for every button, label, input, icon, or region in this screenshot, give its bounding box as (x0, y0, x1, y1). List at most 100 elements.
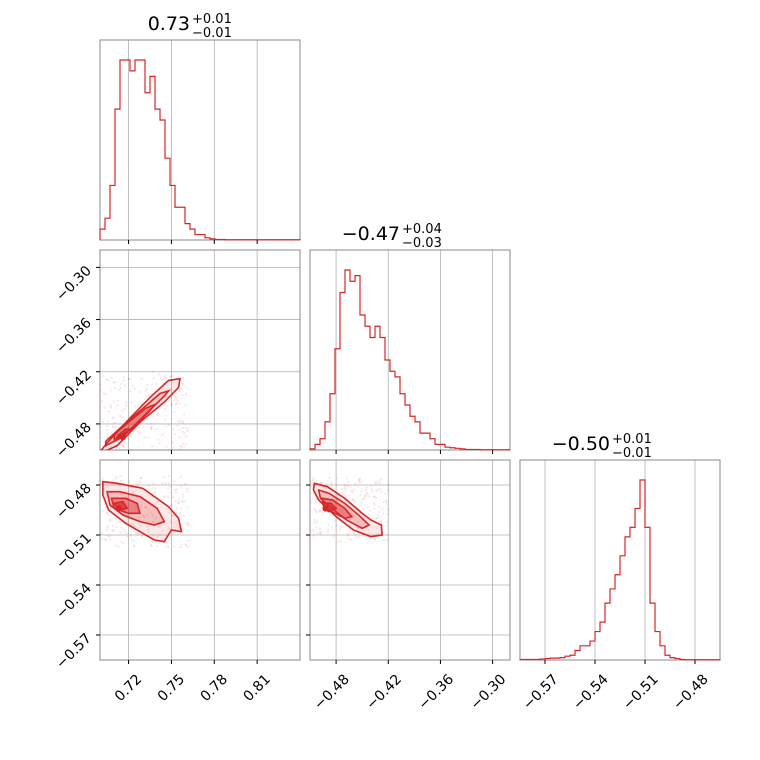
scatter-panel-0-2-sample (120, 541, 123, 544)
scatter-panel-1-2-sample (339, 525, 343, 528)
scatter-panel-1-2-sample (345, 511, 348, 514)
scatter-panel-1-2-sample (341, 508, 344, 511)
scatter-panel-0-2-sample (183, 500, 186, 503)
scatter-panel-0-1-sample (102, 449, 104, 450)
scatter-panel-1-2-sample (326, 530, 330, 534)
scatter-panel-0-1-sample (106, 435, 109, 438)
scatter-panel-0-2-sample (182, 514, 185, 517)
scatter-panel-0-1-sample (122, 445, 125, 448)
scatter-panel-0-1-sample (180, 446, 183, 449)
scatter-panel-1-2-sample (365, 488, 368, 491)
scatter-panel-0-1-sample (143, 436, 147, 439)
scatter-panel-0-1-sample (138, 431, 141, 435)
scatter-panel-0-2-sample (138, 516, 141, 520)
scatter-panel-0-2-sample (156, 535, 159, 539)
scatter-panel-1-2-sample (333, 519, 336, 522)
scatter-panel-0-2-sample (151, 514, 154, 517)
scatter-panel-0-1-sample (126, 454, 128, 456)
title-param-2: −0.50 +0.01−0.01 (552, 432, 652, 461)
scatter-panel-0-1-sample (152, 415, 155, 418)
scatter-panel-0-1-sample (100, 440, 101, 443)
scatter-panel-0-1-sample (147, 436, 150, 439)
scatter-panel-1-2-sample (319, 527, 322, 530)
scatter-panel-0-1-sample (109, 406, 113, 409)
scatter-panel-1-2-sample (363, 497, 366, 500)
scatter-panel-1-2-sample (382, 512, 385, 515)
scatter-panel-1-2-sample (375, 489, 378, 492)
scatter-panel-1-2-sample (338, 508, 341, 511)
scatter-panel-0-2-sample (142, 515, 145, 518)
histogram-step-param-1 (309, 269, 511, 451)
scatter-panel-1-2-sample (356, 485, 360, 488)
scatter-panel-0-2-sample (109, 534, 112, 537)
scatter-panel-0-2-sample (146, 513, 149, 516)
scatter-panel-0-2-sample (100, 482, 102, 485)
scatter-panel-0-1-contour-2 (113, 403, 157, 441)
scatter-panel-0-2-sample (125, 532, 128, 535)
scatter-panel-0-1-sample (157, 438, 160, 441)
scatter-panel-0-1-sample (177, 420, 180, 423)
scatter-panel-0-1-sample (150, 422, 153, 426)
scatter-panel-0-2-sample (119, 474, 122, 478)
scatter-panel-0-1-sample (174, 451, 176, 453)
scatter-panel-1-2-frame (309, 459, 511, 661)
scatter-panel-0-1-sample (181, 426, 185, 429)
scatter-panel-0-2-sample (119, 485, 122, 488)
scatter-panel-1-2-sample (363, 494, 367, 497)
scatter-panel-0-2-sample (154, 516, 158, 519)
scatter-panel-0-2-sample (108, 519, 111, 522)
scatter-panel-0-2-sample (139, 524, 142, 528)
scatter-panel-0-2-sample (170, 514, 174, 517)
scatter-panel-0-2-sample (171, 532, 175, 535)
scatter-panel-0-1-content (100, 370, 190, 459)
scatter-panel-0-1-contour-3 (116, 428, 135, 442)
scatter-panel-1-2-sample (345, 477, 348, 480)
scatter-panel-0-2-sample (185, 482, 188, 486)
scatter-panel-1-2-sample (364, 516, 367, 520)
scatter-panel-1-2-sample (350, 489, 353, 492)
scatter-panel-1-2-sample (320, 509, 323, 512)
scatter-panel-0-2-sample (181, 493, 185, 496)
scatter-panel-0-1-sample (113, 455, 115, 457)
scatter-panel-0-2-sample (104, 538, 107, 541)
scatter-panel-0-1-sample (116, 404, 119, 407)
scatter-panel-0-1-sample (100, 400, 103, 403)
scatter-panel-1-2-sample (347, 508, 350, 511)
scatter-panel-0-1-sample (148, 452, 150, 454)
scatter-panel-1-2-sample (313, 500, 316, 503)
scatter-panel-1-2-sample (310, 501, 312, 504)
scatter-panel-0-1-sample (147, 394, 151, 397)
scatter-panel-0-1-sample (179, 402, 182, 405)
scatter-panel-0-1-sample (185, 457, 187, 459)
scatter-panel-1-2-sample (346, 480, 350, 483)
scatter-panel-1-2-sample (310, 479, 312, 483)
scatter-panel-0-1-sample (181, 394, 184, 397)
scatter-panel-0-1-sample (165, 395, 168, 398)
scatter-panel-1-2-sample (312, 492, 315, 495)
scatter-panel-0-2-sample (134, 488, 138, 491)
scatter-panel-0-1-sample (108, 453, 110, 455)
scatter-panel-0-1-sample (100, 437, 101, 440)
scatter-panel-0-1-contour-0 (100, 377, 181, 450)
scatter-panel-0-2-sample (154, 487, 157, 490)
scatter-panel-0-1-sample (173, 399, 176, 402)
scatter-panel-0-1-sample (120, 382, 123, 386)
scatter-panel-0-2-sample (106, 524, 109, 528)
scatter-panel-0-1-sample (139, 457, 141, 459)
scatter-panel-0-1-sample (146, 452, 148, 454)
scatter-panel-0-2-sample (140, 535, 144, 538)
scatter-panel-0-2-sample (133, 524, 136, 527)
scatter-panel-0-1-sample (158, 442, 161, 445)
scatter-panel-0-2-sample (111, 524, 114, 527)
scatter-panel-0-1-sample (104, 453, 106, 455)
scatter-panel-0-1-sample (123, 407, 126, 410)
scatter-panel-0-1-sample (183, 445, 186, 448)
scatter-panel-0-1-sample (100, 383, 102, 387)
scatter-panel-0-1-sample (111, 416, 114, 419)
scatter-panel-1-2-sample (352, 498, 355, 501)
scatter-panel-1-2-sample (324, 487, 328, 490)
scatter-panel-0-1-sample (114, 380, 117, 384)
hist-panel-1-frame (309, 249, 511, 451)
scatter-panel-0-2-sample (131, 491, 134, 494)
title-minus-2: −0.01 (612, 446, 652, 461)
